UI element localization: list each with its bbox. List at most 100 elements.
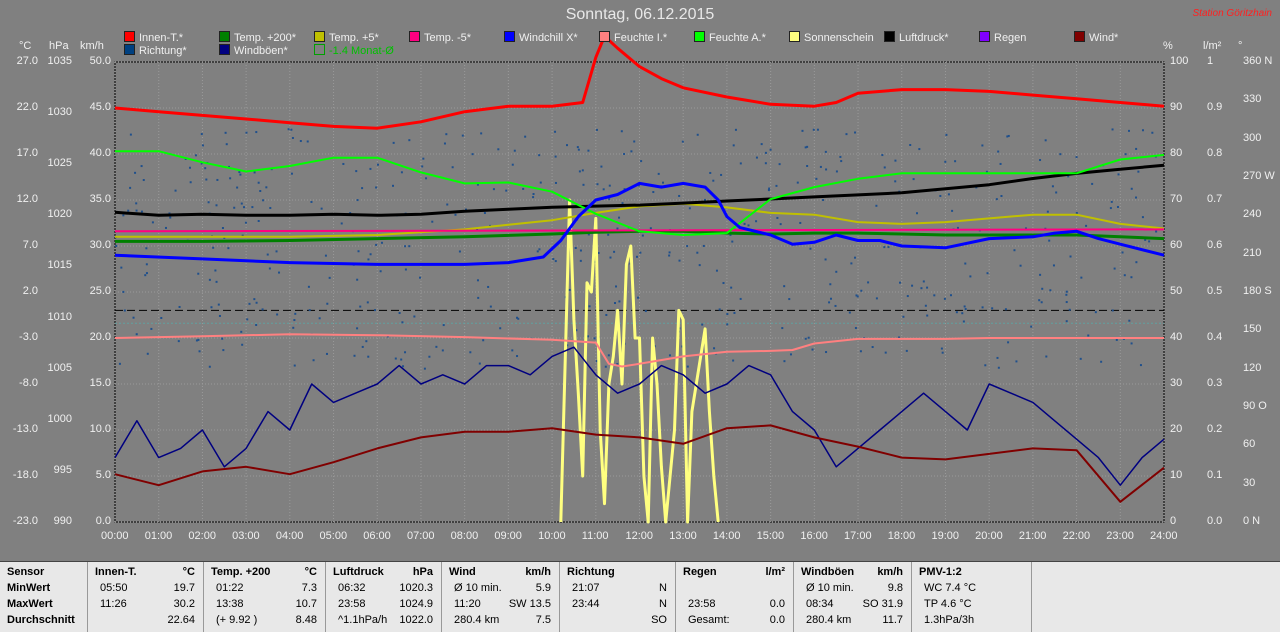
direction-dot: [169, 216, 172, 219]
series-feuchte-i: [114, 333, 1164, 368]
direction-dot: [174, 189, 177, 192]
rain-tick-label: 0.7: [1207, 193, 1223, 205]
hpa-tick-label: 995: [53, 463, 72, 476]
direction-dot: [233, 206, 236, 209]
direction-dot: [1080, 276, 1083, 279]
direction-dot: [924, 304, 927, 307]
direction-dot: [783, 285, 786, 288]
direction-dot: [538, 248, 541, 251]
series-temp-200: [115, 229, 1165, 243]
kmh-tick-label: 35.0: [89, 193, 111, 205]
direction-dot: [198, 350, 201, 353]
direction-dot: [357, 250, 360, 253]
direction-dot: [637, 184, 640, 187]
stats-value: N: [659, 598, 667, 610]
direction-dot: [579, 249, 582, 252]
x-tick-label: 17:00: [844, 530, 872, 542]
rain-tick-label: 0.0: [1207, 515, 1223, 527]
direction-dot: [883, 246, 886, 249]
direction-dot: [984, 364, 987, 367]
x-tick-label: 03:00: [232, 530, 260, 542]
direction-dot: [145, 272, 148, 275]
x-tick-label: 15:00: [756, 530, 785, 542]
direction-dot: [516, 316, 519, 319]
direction-dot: [1155, 230, 1158, 233]
direction-dot: [1024, 227, 1027, 230]
direction-dot: [637, 296, 640, 299]
direction-dot: [702, 244, 705, 247]
direction-dot: [796, 181, 799, 184]
direction-dot: [739, 162, 742, 165]
direction-dot: [222, 349, 225, 352]
direction-dot: [516, 355, 519, 358]
legend-item: Windböen*: [219, 44, 288, 57]
direction-dot: [835, 170, 838, 173]
direction-dot: [353, 354, 356, 357]
direction-dot: [775, 184, 778, 187]
stats-value: SO 31.9: [862, 598, 903, 610]
direction-dot: [875, 204, 878, 207]
direction-dot: [733, 311, 736, 314]
direction-dot: [602, 188, 605, 191]
direction-dot: [446, 203, 449, 206]
direction-dot: [361, 187, 364, 190]
legend-item: Feuchte I.*: [599, 31, 667, 44]
direction-dot: [834, 304, 837, 307]
direction-dot: [278, 271, 281, 274]
direction-dot: [442, 324, 445, 327]
direction-dot: [608, 198, 611, 201]
direction-dot: [678, 194, 681, 197]
direction-dot: [374, 309, 377, 312]
direction-dot: [807, 336, 810, 339]
unit-percent: %: [1163, 40, 1173, 52]
direction-dot: [618, 300, 621, 303]
direction-dot: [788, 298, 791, 301]
direction-dot: [1000, 195, 1003, 198]
direction-dot: [552, 258, 555, 261]
direction-dot: [824, 150, 827, 153]
direction-dot: [981, 144, 984, 147]
series-feuchte-a: [115, 150, 1165, 236]
legend-swatch: [219, 31, 230, 42]
series-luftdruck: [114, 163, 1165, 217]
legend-swatch: [219, 44, 230, 55]
direction-dot: [819, 165, 822, 168]
direction-dot: [261, 308, 264, 311]
direction-dot: [243, 206, 246, 209]
direction-tick-label: 300: [1243, 131, 1262, 144]
direction-dot: [657, 172, 660, 175]
direction-dot: [204, 167, 207, 170]
direction-dot: [668, 251, 671, 254]
direction-dot: [678, 259, 681, 262]
direction-dot: [195, 339, 198, 342]
stats-box-richtung: Richtung 21:07 N 23:44 N SO: [560, 562, 676, 632]
direction-dot: [1007, 341, 1010, 344]
direction-dot: [587, 149, 590, 152]
direction-dot: [241, 234, 244, 237]
direction-dot: [1038, 299, 1041, 302]
direction-dot: [696, 133, 699, 136]
direction-dot: [164, 226, 167, 229]
direction-dot: [587, 233, 590, 236]
legend-label: Regen: [994, 32, 1027, 44]
direction-dot: [701, 323, 704, 326]
series-temp-5: [115, 202, 1165, 238]
direction-dot: [392, 141, 395, 144]
legend-swatch: [694, 31, 705, 42]
direction-dot: [871, 346, 874, 349]
direction-dot: [616, 363, 619, 366]
direction-dot: [451, 166, 454, 169]
celsius-tick-label: 7.0: [22, 239, 38, 251]
direction-dot: [441, 349, 444, 352]
direction-dot: [731, 240, 734, 243]
direction-dot: [290, 128, 293, 131]
direction-dot: [1116, 205, 1119, 208]
direction-dot: [1049, 289, 1052, 292]
direction-dot: [454, 213, 457, 216]
direction-dot: [769, 148, 772, 151]
direction-dot: [492, 188, 495, 191]
direction-dot: [293, 319, 296, 322]
direction-dot: [898, 336, 901, 339]
stats-value: 1024.9: [399, 598, 433, 610]
direction-dot: [1079, 357, 1082, 360]
